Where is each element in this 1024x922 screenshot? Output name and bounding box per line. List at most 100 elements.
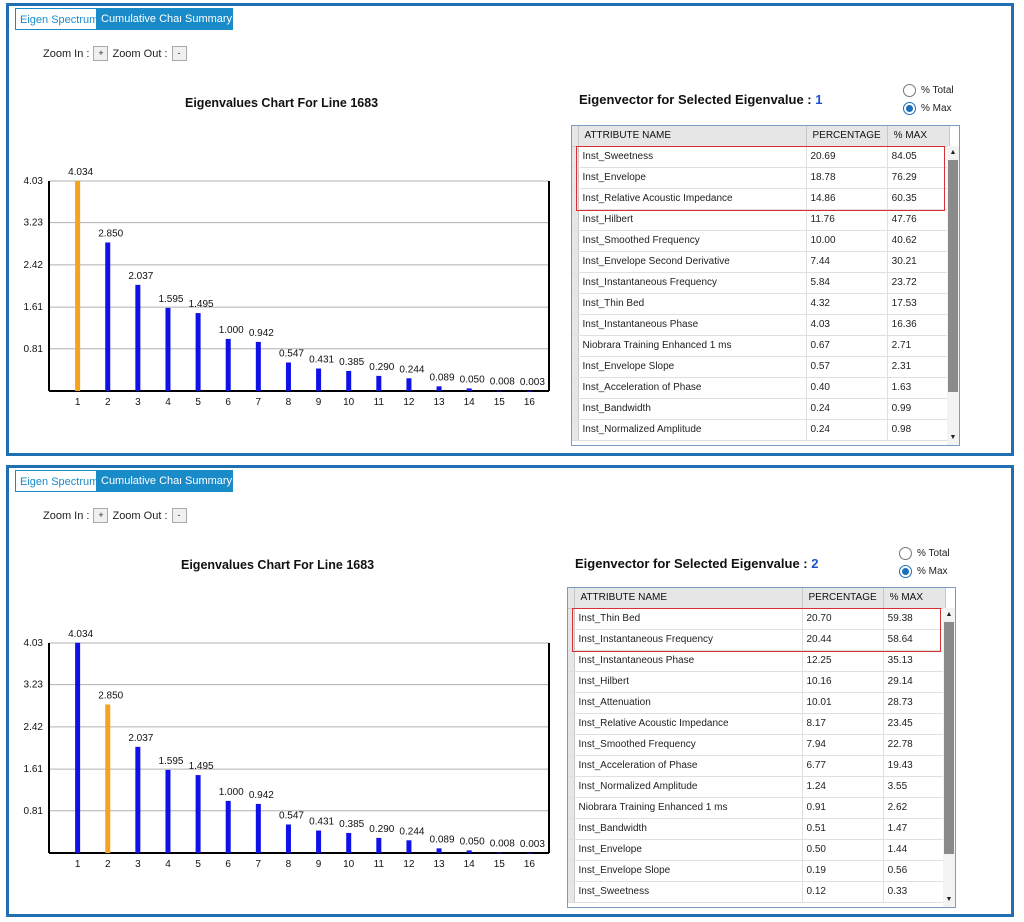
table-row[interactable]: Inst_Envelope 18.78 76.29 bbox=[572, 167, 950, 189]
zoom-out-button[interactable]: - bbox=[171, 508, 187, 523]
table-row[interactable]: Inst_Envelope Slope 0.57 2.31 bbox=[572, 356, 950, 378]
tab-cumulative-chart[interactable]: Cumulative Chart bbox=[97, 470, 186, 492]
column-header[interactable]: PERCENTAGE bbox=[806, 126, 888, 147]
eigenvalue-bar[interactable] bbox=[526, 390, 532, 392]
row-header[interactable] bbox=[572, 272, 579, 294]
scroll-down-icon[interactable]: ▼ bbox=[945, 896, 953, 903]
eigenvalue-bar[interactable] bbox=[316, 830, 322, 853]
column-header[interactable]: PERCENTAGE bbox=[802, 588, 884, 609]
radio-percent-max[interactable]: % Max bbox=[899, 562, 950, 580]
table-scrollbar[interactable]: ▲ ▼ bbox=[947, 146, 959, 445]
table-row[interactable]: Inst_Acceleration of Phase 0.40 1.63 bbox=[572, 377, 950, 399]
eigenvalue-bar[interactable] bbox=[346, 832, 352, 853]
eigenvalue-bar[interactable] bbox=[316, 368, 322, 391]
column-header[interactable]: ATTRIBUTE NAME bbox=[578, 126, 807, 147]
table-row[interactable]: Inst_Acceleration of Phase 6.77 19.43 bbox=[568, 755, 946, 777]
table-row[interactable]: Inst_Sweetness 0.12 0.33 bbox=[568, 881, 946, 903]
table-row[interactable]: Niobrara Training Enhanced 1 ms 0.91 2.62 bbox=[568, 797, 946, 819]
eigenvalue-bar[interactable] bbox=[75, 642, 81, 853]
eigenvalue-bar[interactable] bbox=[225, 338, 231, 391]
eigenvalue-bar[interactable] bbox=[436, 848, 442, 853]
eigenvalue-bar[interactable] bbox=[376, 837, 382, 853]
table-row[interactable]: Inst_Instantaneous Phase 4.03 16.36 bbox=[572, 314, 950, 336]
radio-circle-icon[interactable] bbox=[903, 101, 916, 115]
table-row[interactable]: Inst_Instantaneous Frequency 5.84 23.72 bbox=[572, 272, 950, 294]
row-header[interactable] bbox=[572, 209, 579, 231]
eigenvalue-bar[interactable] bbox=[195, 775, 201, 853]
scroll-thumb[interactable] bbox=[948, 160, 958, 392]
row-header[interactable] bbox=[568, 839, 575, 861]
table-row[interactable]: Inst_Relative Acoustic Impedance 14.86 60.… bbox=[572, 188, 950, 210]
row-header[interactable] bbox=[568, 629, 575, 651]
row-header[interactable] bbox=[572, 293, 579, 315]
tab-summary[interactable]: Summary bbox=[181, 8, 233, 30]
table-row[interactable]: Inst_Instantaneous Phase 12.25 35.13 bbox=[568, 650, 946, 672]
radio-circle-icon[interactable] bbox=[899, 546, 912, 560]
row-header[interactable] bbox=[572, 398, 579, 420]
row-header[interactable] bbox=[568, 881, 575, 903]
row-header[interactable] bbox=[572, 146, 579, 168]
table-row[interactable]: Inst_Sweetness 20.69 84.05 bbox=[572, 146, 950, 168]
row-header[interactable] bbox=[572, 188, 579, 210]
eigenvalue-bar[interactable] bbox=[436, 386, 442, 391]
table-row[interactable]: Inst_Envelope Slope 0.19 0.56 bbox=[568, 860, 946, 882]
row-header[interactable] bbox=[568, 776, 575, 798]
table-row[interactable]: Inst_Thin Bed 20.70 59.38 bbox=[568, 608, 946, 630]
radio-circle-icon[interactable] bbox=[903, 83, 916, 97]
row-header[interactable] bbox=[572, 356, 579, 378]
eigenvalue-bar[interactable] bbox=[346, 370, 352, 391]
eigenvalue-bar[interactable] bbox=[165, 769, 171, 853]
table-row[interactable]: Inst_Smoothed Frequency 10.00 40.62 bbox=[572, 230, 950, 252]
row-header[interactable] bbox=[568, 608, 575, 630]
column-header[interactable]: % MAX bbox=[887, 126, 950, 147]
row-header[interactable] bbox=[568, 755, 575, 777]
table-row[interactable]: Inst_Normalized Amplitude 0.24 0.98 bbox=[572, 419, 950, 441]
radio-circle-icon[interactable] bbox=[899, 564, 912, 578]
eigenvalue-bar[interactable] bbox=[285, 362, 291, 391]
eigenvalue-bar[interactable] bbox=[466, 850, 472, 853]
radio-percent-max[interactable]: % Max bbox=[903, 99, 954, 117]
tab-summary[interactable]: Summary bbox=[181, 470, 233, 492]
table-row[interactable]: Inst_Smoothed Frequency 7.94 22.78 bbox=[568, 734, 946, 756]
column-header[interactable]: ATTRIBUTE NAME bbox=[574, 588, 803, 609]
table-row[interactable]: Inst_Bandwidth 0.24 0.99 bbox=[572, 398, 950, 420]
table-row[interactable]: Inst_Thin Bed 4.32 17.53 bbox=[572, 293, 950, 315]
row-header[interactable] bbox=[568, 713, 575, 735]
eigenvalue-bar[interactable] bbox=[406, 840, 412, 853]
table-scrollbar[interactable]: ▲ ▼ bbox=[943, 608, 955, 907]
table-row[interactable]: Inst_Envelope Second Derivative 7.44 30.21 bbox=[572, 251, 950, 273]
row-header[interactable] bbox=[572, 419, 579, 441]
table-row[interactable]: Inst_Bandwidth 0.51 1.47 bbox=[568, 818, 946, 840]
row-header[interactable] bbox=[572, 335, 579, 357]
table-row[interactable]: Inst_Relative Acoustic Impedance 8.17 23.4… bbox=[568, 713, 946, 735]
eigenvalue-bar[interactable] bbox=[376, 375, 382, 391]
table-row[interactable]: Inst_Normalized Amplitude 1.24 3.55 bbox=[568, 776, 946, 798]
table-row[interactable]: Inst_Envelope 0.50 1.44 bbox=[568, 839, 946, 861]
eigenvalue-bar[interactable] bbox=[466, 388, 472, 391]
scroll-down-icon[interactable]: ▼ bbox=[949, 434, 957, 441]
radio-percent-total[interactable]: % Total bbox=[899, 544, 950, 562]
eigenvalue-bar[interactable] bbox=[526, 852, 532, 854]
row-header[interactable] bbox=[572, 251, 579, 273]
eigenvalue-bar[interactable] bbox=[225, 800, 231, 853]
eigenvalue-bar[interactable] bbox=[105, 242, 111, 391]
scroll-up-icon[interactable]: ▲ bbox=[945, 611, 953, 618]
tab-eigen-spectrum[interactable]: Eigen Spectrum bbox=[15, 8, 98, 30]
table-row[interactable]: Inst_Attenuation 10.01 28.73 bbox=[568, 692, 946, 714]
row-header[interactable] bbox=[568, 734, 575, 756]
eigenvalue-bar[interactable] bbox=[285, 824, 291, 853]
row-header[interactable] bbox=[568, 650, 575, 672]
eigenvalue-bar[interactable] bbox=[496, 390, 502, 392]
zoom-in-button[interactable]: + bbox=[93, 46, 109, 61]
eigenvalue-bar[interactable] bbox=[406, 378, 412, 391]
tab-eigen-spectrum[interactable]: Eigen Spectrum bbox=[15, 470, 98, 492]
eigenvalue-bar[interactable] bbox=[255, 803, 261, 853]
zoom-out-button[interactable]: - bbox=[171, 46, 187, 61]
row-header[interactable] bbox=[572, 314, 579, 336]
row-header[interactable] bbox=[568, 818, 575, 840]
zoom-in-button[interactable]: + bbox=[93, 508, 109, 523]
tab-cumulative-chart[interactable]: Cumulative Chart bbox=[97, 8, 186, 30]
radio-percent-total[interactable]: % Total bbox=[903, 81, 954, 99]
table-row[interactable]: Niobrara Training Enhanced 1 ms 0.67 2.71 bbox=[572, 335, 950, 357]
row-header[interactable] bbox=[572, 230, 579, 252]
